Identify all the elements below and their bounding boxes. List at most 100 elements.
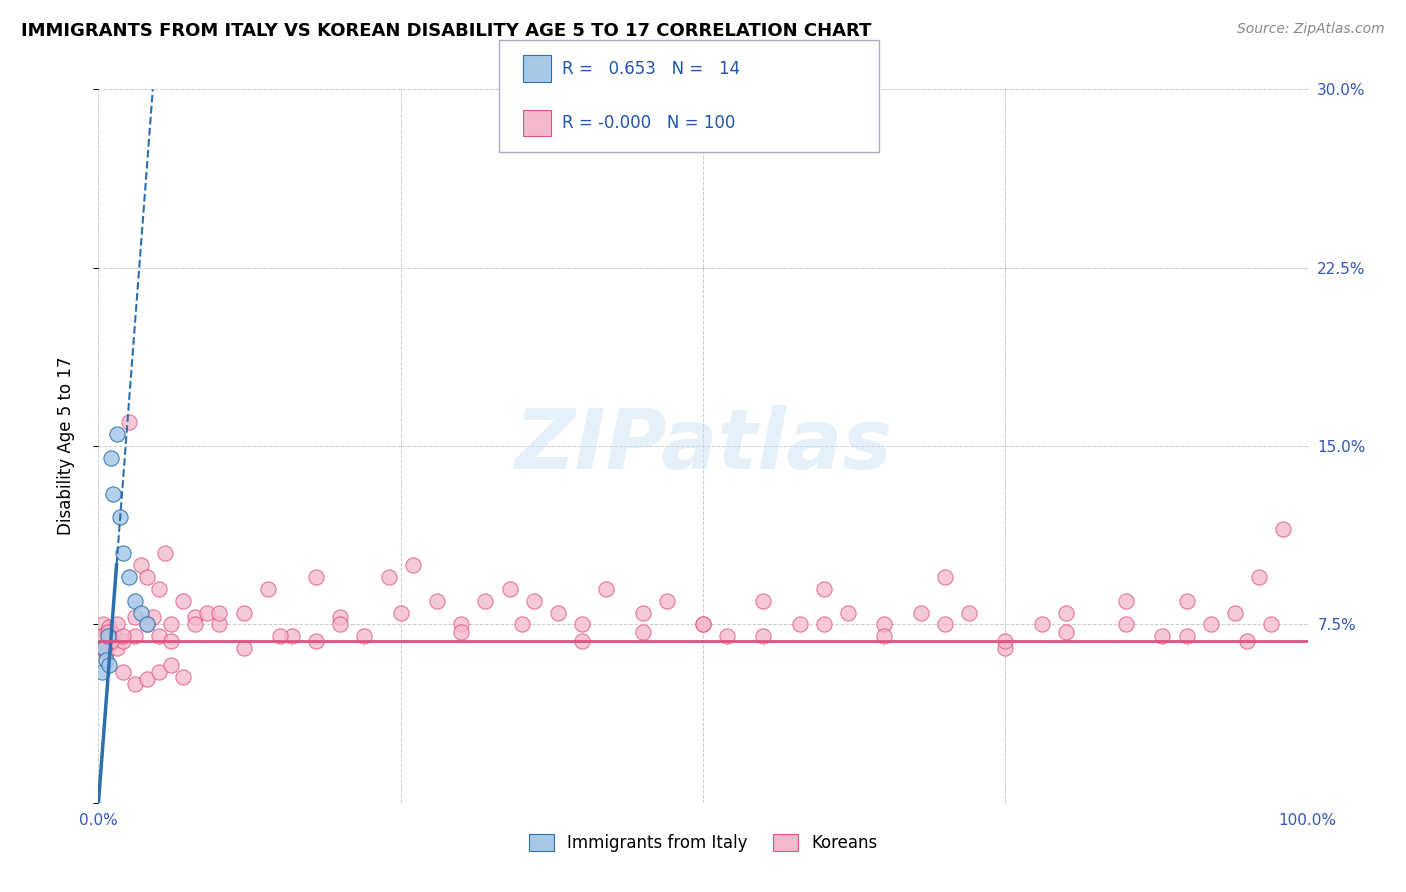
Point [450, 617, 472, 632]
Y-axis label: Disability Age 5 to 17: Disability Age 5 to 17 [56, 357, 75, 535]
Point [94, 653, 117, 667]
Point [305, 634, 328, 648]
Point [1260, 617, 1282, 632]
Point [329, 610, 352, 624]
Point [426, 593, 449, 607]
Point [148, 665, 170, 679]
Point [1236, 634, 1258, 648]
Point [498, 582, 520, 596]
Point [100, 450, 122, 465]
Point [474, 593, 496, 607]
Point [135, 570, 157, 584]
Point [232, 606, 254, 620]
Point [91, 629, 114, 643]
Text: Source: ZipAtlas.com: Source: ZipAtlas.com [1237, 22, 1385, 37]
Point [98, 657, 121, 672]
Point [789, 617, 811, 632]
Point [305, 570, 328, 584]
Point [1054, 624, 1077, 639]
Point [195, 606, 218, 620]
Point [377, 570, 399, 584]
Point [105, 641, 128, 656]
Point [135, 617, 157, 632]
Point [129, 606, 152, 620]
Point [595, 582, 617, 596]
Point [184, 617, 207, 632]
Point [1272, 522, 1295, 536]
Point [160, 634, 183, 648]
Point [98, 620, 121, 634]
Point [101, 627, 124, 641]
Point [101, 486, 124, 500]
Point [148, 629, 170, 643]
Point [389, 606, 412, 620]
Point [571, 617, 593, 632]
Point [142, 610, 165, 624]
Point [90, 641, 112, 656]
Point [1152, 629, 1174, 643]
Point [148, 582, 170, 596]
Point [256, 582, 278, 596]
Point [105, 427, 128, 442]
Point [1115, 593, 1137, 607]
Point [1031, 617, 1053, 632]
Point [94, 646, 117, 660]
Point [97, 624, 120, 639]
Point [93, 641, 115, 656]
Point [208, 617, 231, 632]
Point [172, 593, 194, 607]
Point [631, 624, 654, 639]
Point [111, 665, 134, 679]
Point [153, 546, 176, 560]
Point [97, 629, 120, 643]
Point [124, 629, 146, 643]
Point [1175, 629, 1198, 643]
Point [1249, 570, 1271, 584]
Point [957, 606, 980, 620]
Point [813, 617, 835, 632]
Point [510, 617, 533, 632]
Point [160, 617, 183, 632]
Point [813, 582, 835, 596]
Text: ZIPatlas: ZIPatlas [515, 406, 891, 486]
Point [184, 610, 207, 624]
Point [97, 632, 120, 646]
Point [124, 677, 146, 691]
Point [124, 593, 146, 607]
Point [873, 629, 896, 643]
Point [571, 634, 593, 648]
Point [716, 629, 738, 643]
Point [1223, 606, 1246, 620]
Point [994, 641, 1017, 656]
Point [160, 657, 183, 672]
Point [547, 606, 569, 620]
Point [873, 617, 896, 632]
Point [105, 617, 128, 632]
Point [1115, 617, 1137, 632]
Point [1175, 593, 1198, 607]
Text: IMMIGRANTS FROM ITALY VS KOREAN DISABILITY AGE 5 TO 17 CORRELATION CHART: IMMIGRANTS FROM ITALY VS KOREAN DISABILI… [21, 22, 872, 40]
Point [118, 570, 141, 584]
Point [100, 634, 122, 648]
Point [135, 672, 157, 686]
Point [994, 634, 1017, 648]
Point [752, 593, 775, 607]
Point [93, 634, 115, 648]
Point [692, 617, 714, 632]
Point [118, 415, 141, 429]
Point [281, 629, 304, 643]
Point [269, 629, 291, 643]
Point [108, 510, 131, 524]
Point [910, 606, 932, 620]
Point [111, 629, 134, 643]
Point [91, 617, 114, 632]
Point [523, 593, 546, 607]
Point [329, 617, 352, 632]
Point [631, 606, 654, 620]
Point [111, 634, 134, 648]
Point [1199, 617, 1222, 632]
Point [129, 558, 152, 572]
Point [208, 606, 231, 620]
Legend: Immigrants from Italy, Koreans: Immigrants from Italy, Koreans [522, 827, 884, 859]
Point [402, 558, 425, 572]
